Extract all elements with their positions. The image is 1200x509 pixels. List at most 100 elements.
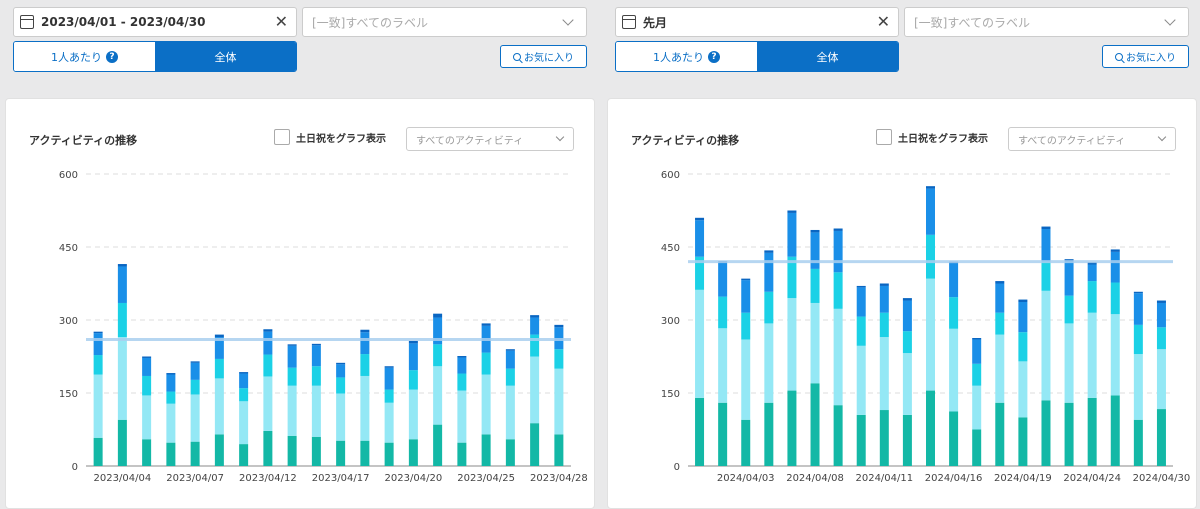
bar-segment[interactable] [530, 315, 540, 318]
bar-segment[interactable] [457, 356, 467, 358]
bar-segment[interactable] [1064, 261, 1074, 296]
bar-segment[interactable] [554, 368, 564, 435]
bar-segment[interactable] [1110, 314, 1120, 396]
bar-segment[interactable] [408, 343, 418, 371]
bar-segment[interactable] [1110, 395, 1120, 466]
bar-segment[interactable] [926, 234, 935, 279]
bar-segment[interactable] [336, 377, 346, 394]
bar-segment[interactable] [505, 385, 515, 440]
bar-segment[interactable] [530, 423, 540, 466]
bar-segment[interactable] [142, 395, 152, 440]
bar-segment[interactable] [995, 312, 1005, 335]
bar-segment[interactable] [287, 345, 297, 368]
bar-segment[interactable] [995, 334, 1005, 403]
bar-segment[interactable] [995, 402, 1005, 466]
bar-segment[interactable] [810, 383, 820, 466]
bar-segment[interactable] [287, 344, 297, 346]
bar-segment[interactable] [787, 256, 797, 299]
bar-segment[interactable] [879, 337, 889, 411]
bar-segment[interactable] [311, 436, 321, 466]
bar-segment[interactable] [695, 397, 705, 466]
bar-segment[interactable] [93, 333, 103, 356]
bar-segment[interactable] [263, 430, 273, 466]
bar-segment[interactable] [433, 366, 443, 425]
bar-segment[interactable] [1110, 251, 1120, 283]
bar-segment[interactable] [530, 356, 540, 424]
bar-segment[interactable] [741, 312, 751, 340]
bar-segment[interactable] [764, 252, 774, 292]
bar-segment[interactable] [287, 435, 297, 466]
bar-segment[interactable] [263, 331, 273, 355]
bar-segment[interactable] [190, 441, 200, 466]
bar-segment[interactable] [433, 424, 443, 466]
bar-segment[interactable] [718, 328, 728, 403]
bar-segment[interactable] [384, 367, 394, 390]
bar-segment[interactable] [949, 328, 959, 412]
bar-segment[interactable] [741, 278, 751, 281]
bar-segment[interactable] [311, 343, 321, 346]
bar-segment[interactable] [408, 439, 418, 466]
bar-segment[interactable] [810, 232, 820, 269]
bar-segment[interactable] [481, 374, 491, 435]
bar-segment[interactable] [1133, 324, 1143, 355]
bar-segment[interactable] [1156, 349, 1166, 410]
bar-segment[interactable] [360, 354, 370, 376]
bar-segment[interactable] [530, 334, 540, 357]
bar-segment[interactable] [433, 344, 443, 367]
bar-segment[interactable] [902, 331, 912, 354]
weekend-toggle[interactable]: 土日祝をグラフ表示 [274, 129, 386, 145]
bar-segment[interactable] [926, 390, 935, 466]
bar-segment[interactable] [554, 324, 564, 328]
bar-segment[interactable] [505, 439, 515, 466]
bar-segment[interactable] [972, 338, 982, 340]
bar-segment[interactable] [1041, 261, 1051, 291]
bar-segment[interactable] [117, 264, 127, 267]
bar-segment[interactable] [263, 376, 273, 431]
bar-segment[interactable] [856, 285, 866, 288]
bar-segment[interactable] [1018, 332, 1028, 362]
bar-segment[interactable] [833, 308, 843, 406]
bar-segment[interactable] [1018, 361, 1028, 418]
favorite-button[interactable]: お気に入り [500, 45, 587, 68]
bar-segment[interactable] [949, 411, 959, 466]
bar-segment[interactable] [1041, 290, 1051, 401]
bar-segment[interactable] [972, 385, 982, 430]
bar-segment[interactable] [360, 332, 370, 355]
bar-segment[interactable] [239, 372, 249, 374]
bar-segment[interactable] [505, 349, 515, 351]
bar-segment[interactable] [93, 437, 103, 466]
bar-segment[interactable] [879, 312, 889, 338]
bar-segment[interactable] [433, 313, 443, 318]
bar-segment[interactable] [1156, 300, 1166, 303]
bar-segment[interactable] [718, 262, 728, 297]
bar-segment[interactable] [214, 378, 224, 435]
bar-segment[interactable] [856, 345, 866, 415]
favorite-button[interactable]: お気に入り [1102, 45, 1189, 68]
bar-segment[interactable] [214, 358, 224, 379]
bar-segment[interactable] [384, 402, 394, 443]
activity-filter-select[interactable]: すべてのアクティビティ [1008, 127, 1176, 151]
date-range-field[interactable]: 2023/04/01 - 2023/04/30 ✕ [13, 7, 297, 37]
bar-segment[interactable] [190, 362, 200, 380]
bar-segment[interactable] [360, 375, 370, 441]
label-filter-select[interactable]: [一致]すべてのラベル [302, 7, 587, 37]
bar-segment[interactable] [902, 298, 912, 301]
bar-segment[interactable] [972, 363, 982, 386]
bar-segment[interactable] [433, 317, 443, 345]
bar-segment[interactable] [166, 373, 176, 375]
bar-segment[interactable] [1018, 417, 1028, 466]
bar-segment[interactable] [879, 285, 889, 313]
bar-segment[interactable] [336, 362, 346, 365]
bar-segment[interactable] [408, 370, 418, 390]
bar-segment[interactable] [787, 212, 797, 257]
bar-segment[interactable] [1133, 293, 1143, 325]
bar-segment[interactable] [902, 300, 912, 332]
bar-segment[interactable] [336, 393, 346, 441]
bar-segment[interactable] [695, 217, 705, 221]
bar-segment[interactable] [239, 388, 249, 402]
bar-segment[interactable] [239, 373, 249, 389]
bar-segment[interactable] [718, 296, 728, 329]
bar-segment[interactable] [287, 385, 297, 436]
bar-segment[interactable] [1087, 397, 1097, 466]
bar-segment[interactable] [166, 374, 176, 392]
